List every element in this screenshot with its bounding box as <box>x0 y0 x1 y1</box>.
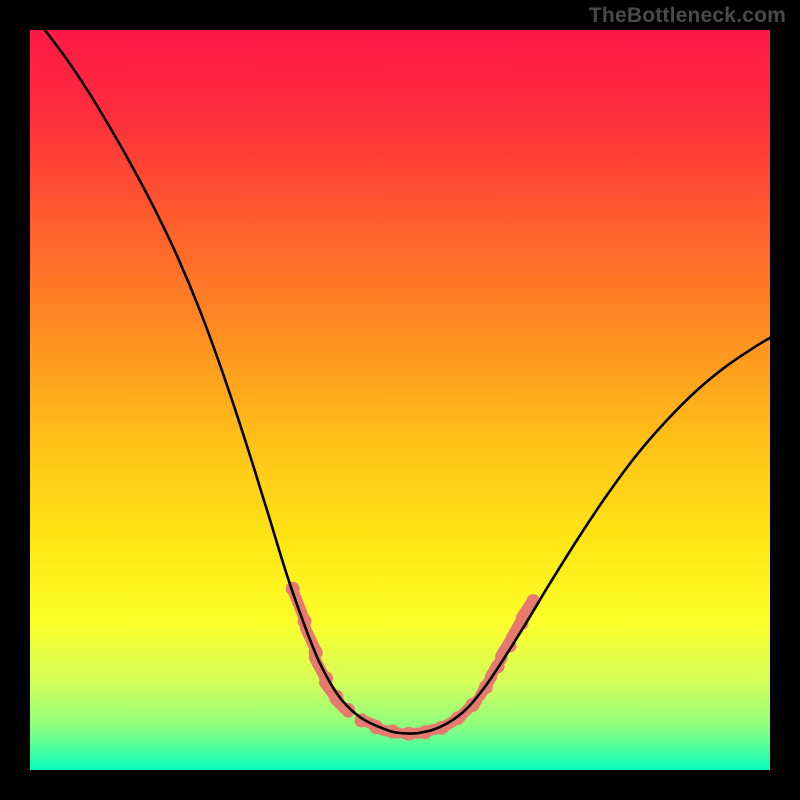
stage: TheBottleneck.com <box>0 0 800 800</box>
chart-svg <box>30 30 770 770</box>
highlight-dot <box>466 698 480 712</box>
watermark-text: TheBottleneck.com <box>589 4 786 28</box>
plot-area <box>30 30 770 770</box>
gradient-background <box>30 30 770 770</box>
